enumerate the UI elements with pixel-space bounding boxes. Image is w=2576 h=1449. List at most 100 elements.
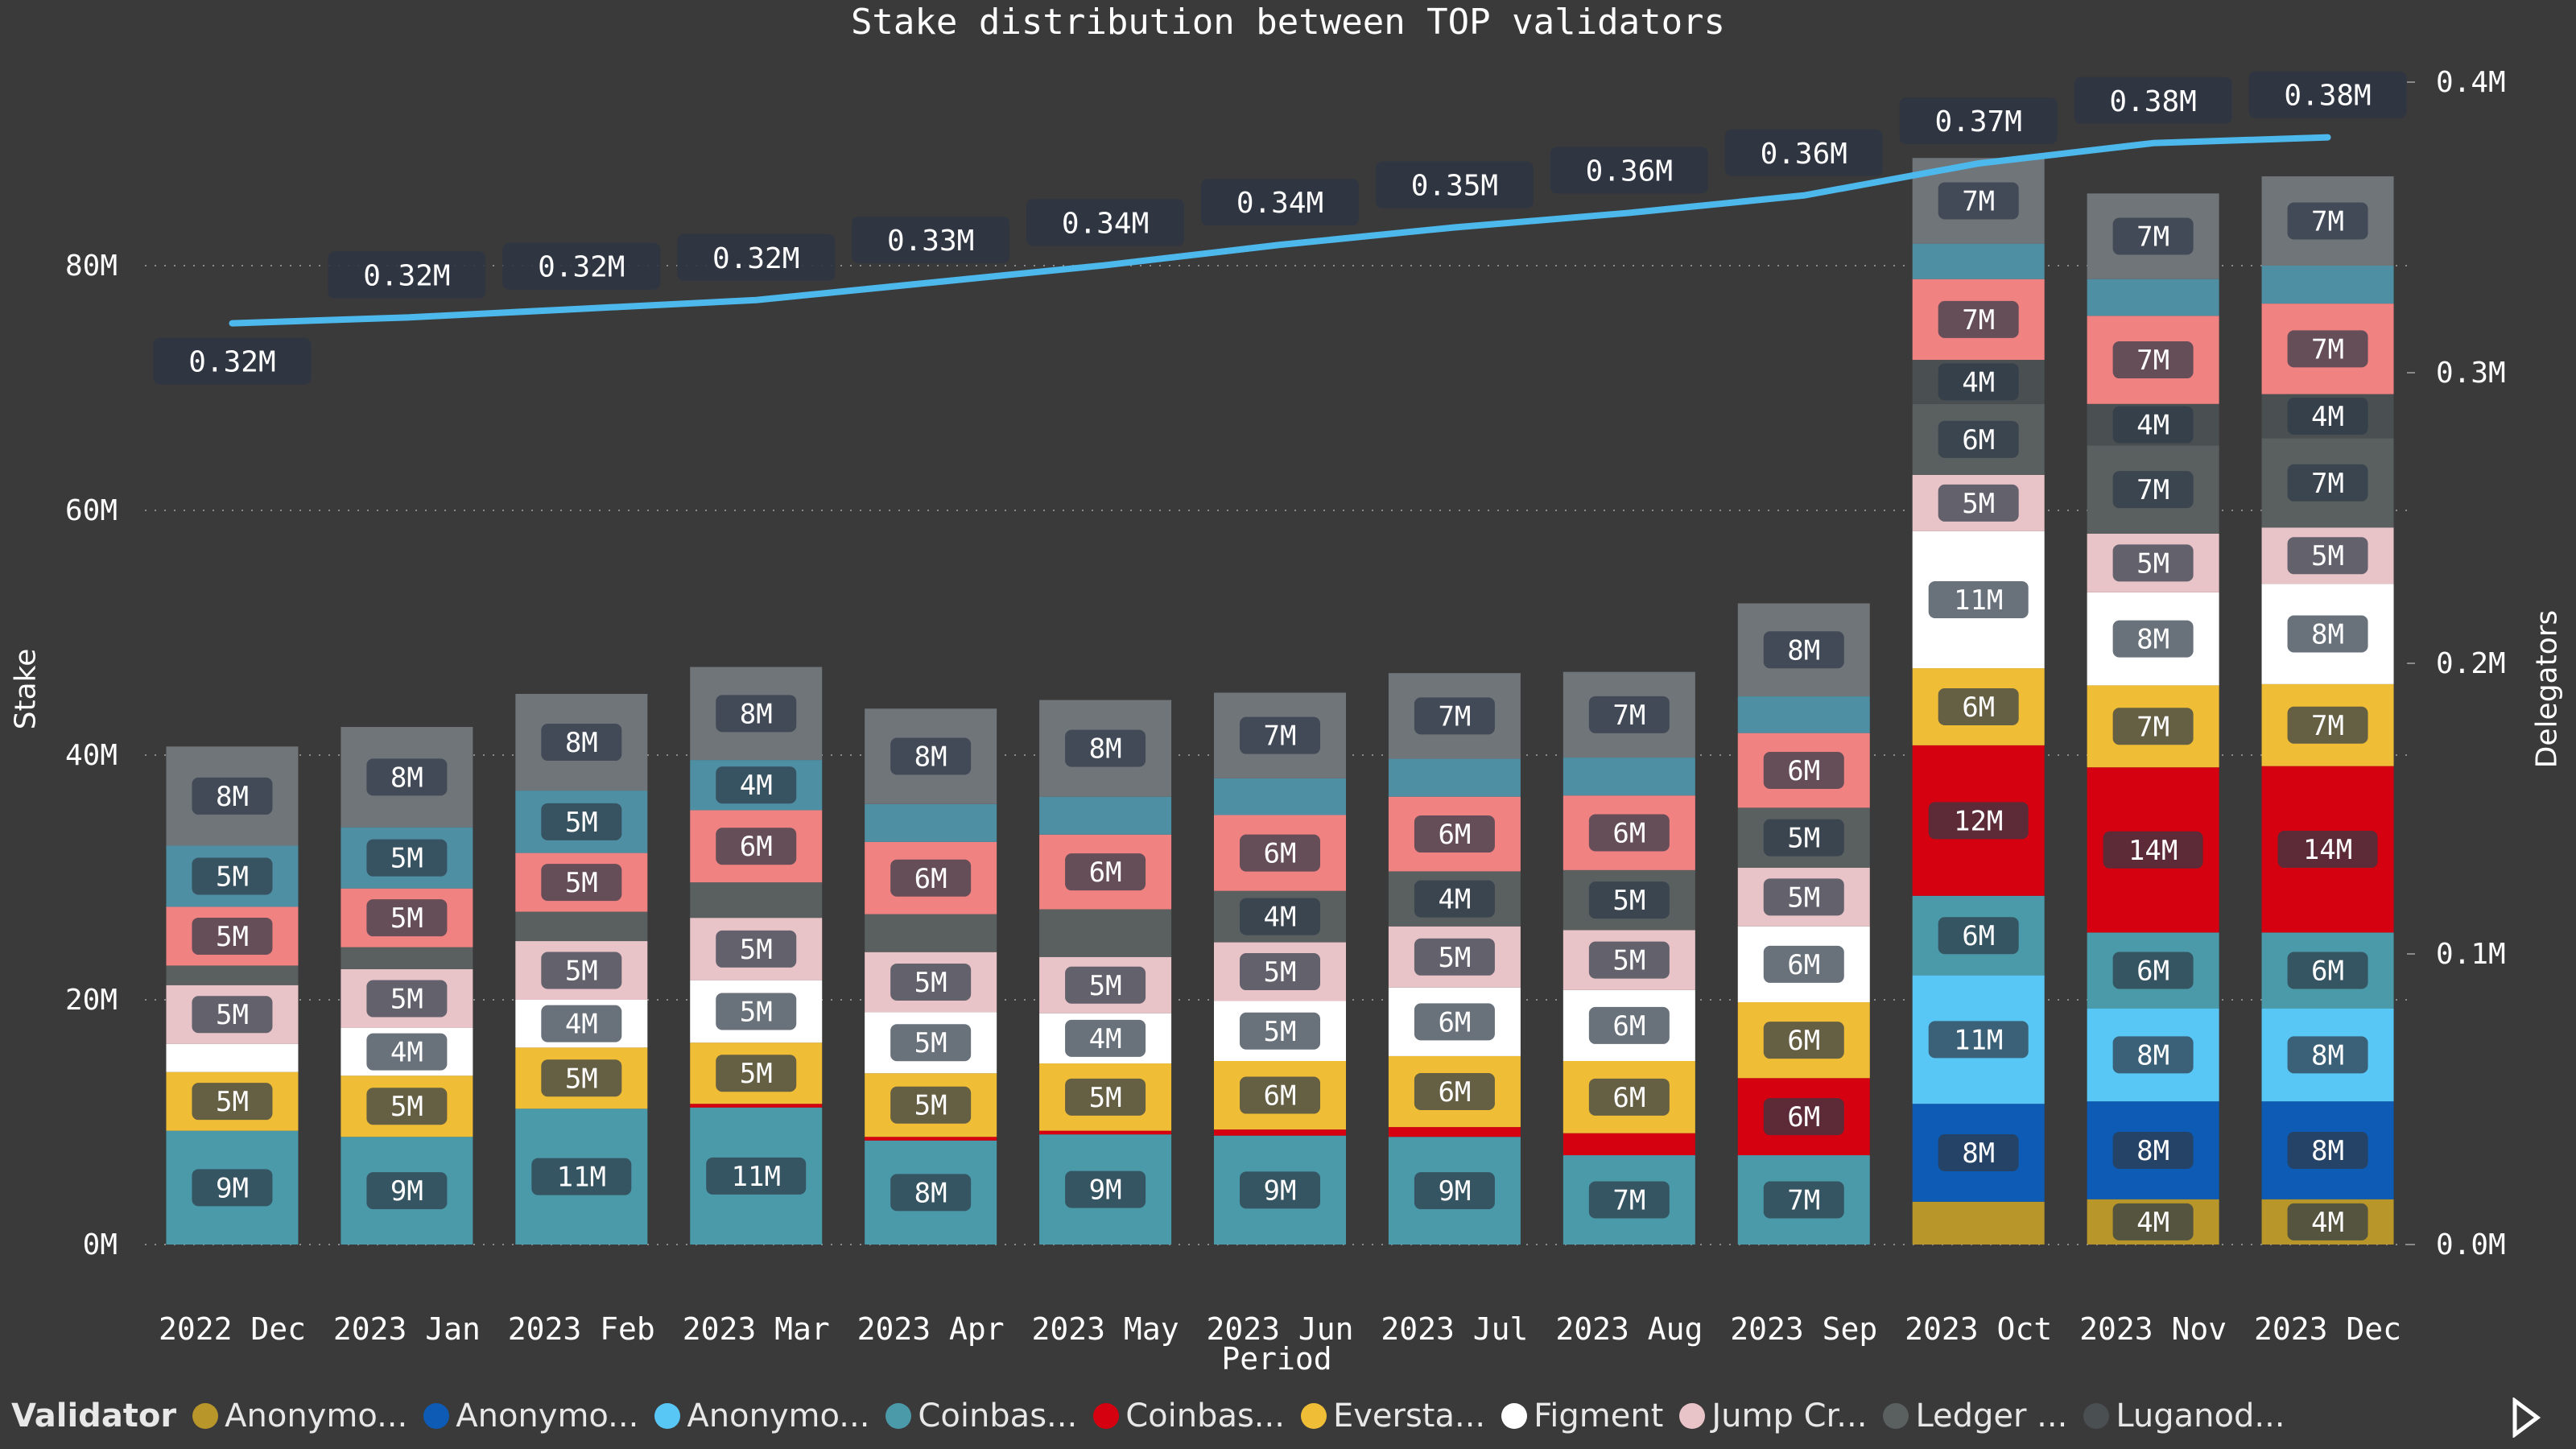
bar-segment-coinbase2[interactable] [1039, 1130, 1172, 1135]
bar-segment-coinbase2[interactable] [1563, 1133, 1695, 1156]
bar-segment-teal[interactable] [2087, 279, 2219, 316]
data-label: 9M [216, 1172, 249, 1204]
bar-segment-coinbase2[interactable] [1388, 1127, 1521, 1137]
legend-item[interactable]: Anonymo... [192, 1397, 407, 1435]
bar-segment-teal[interactable] [1214, 778, 1346, 815]
legend-label: Luganod... [2116, 1397, 2285, 1435]
data-label: 8M [565, 727, 598, 759]
data-label: 5M [1438, 942, 1471, 974]
delegators-label: 0.36M [1761, 138, 1847, 171]
data-label: 7M [1612, 1185, 1645, 1217]
data-label: 6M [1264, 838, 1297, 870]
data-label: 6M [2311, 956, 2344, 988]
y2-tick-label: 0.4M [2436, 66, 2506, 99]
legend-next-arrow-icon[interactable] [2510, 1397, 2542, 1438]
data-label-bg [1938, 420, 2019, 458]
legend-item[interactable]: Anonymo... [423, 1397, 638, 1435]
delegators-label: 0.36M [1586, 155, 1673, 188]
bar-segment-teal[interactable] [1388, 758, 1521, 797]
data-label: 5M [216, 921, 249, 953]
bar-segment-ledger[interactable] [515, 911, 648, 942]
legend-item[interactable]: Figment [1501, 1397, 1663, 1435]
data-label: 6M [914, 863, 947, 895]
delegators-label: 0.37M [1935, 105, 2022, 138]
data-label: 8M [914, 1177, 947, 1209]
x-tick-label: 2023 Sep [1730, 1311, 1877, 1347]
data-label-bg [2103, 831, 2203, 869]
data-label: 7M [2136, 474, 2169, 506]
legend-item[interactable]: Coinbas... [886, 1397, 1077, 1435]
legend-item[interactable]: Eversta... [1300, 1397, 1485, 1435]
x-tick-label: 2023 Jun [1206, 1311, 1353, 1347]
legend-swatch [886, 1403, 912, 1429]
data-label-bg [1240, 1076, 1320, 1114]
data-label-bg [2287, 464, 2368, 502]
data-label-bg [366, 839, 448, 877]
bar-segment-teal[interactable] [1912, 243, 2045, 279]
legend-swatch [1501, 1403, 1528, 1429]
data-label: 5M [1962, 488, 1995, 520]
legend-item[interactable]: Coinbas... [1093, 1397, 1285, 1435]
data-label-bg [1240, 1171, 1320, 1209]
bar-segment-ledger[interactable] [865, 914, 997, 952]
data-label-bg [2112, 708, 2194, 745]
legend-item[interactable]: Luganod... [2083, 1397, 2285, 1435]
data-label-bg [366, 1033, 448, 1071]
delegators-line[interactable] [229, 134, 2331, 327]
y-tick-label: 60M [65, 494, 118, 527]
data-label-bg [1240, 898, 1320, 935]
data-label: 5M [740, 1058, 773, 1090]
data-label: 6M [1787, 1101, 1820, 1133]
data-label-bg [541, 952, 622, 989]
data-label: 8M [390, 762, 423, 794]
y-axis-label: Stake [9, 648, 43, 730]
data-label: 6M [1438, 1006, 1471, 1038]
data-label-bg [2112, 471, 2194, 509]
bar-segment-teal[interactable] [1039, 796, 1172, 835]
delegators-point [2152, 142, 2154, 144]
bar-segment-ledger[interactable] [166, 965, 299, 985]
delegators-label-bg [2248, 71, 2407, 118]
data-label-bg [1763, 1022, 1844, 1059]
bar-segment-anon1[interactable] [1912, 1201, 2045, 1245]
data-label-bg [2112, 544, 2194, 582]
data-label-bg [366, 980, 448, 1018]
bar-segment-coinbase2[interactable] [690, 1104, 823, 1108]
bar-segment-ledger[interactable] [690, 882, 823, 919]
legend-item[interactable]: Ledger ... [1883, 1397, 2067, 1435]
bar-segment-coinbase2[interactable] [1214, 1129, 1346, 1136]
stacked-bars[interactable] [166, 158, 2394, 1245]
legend-swatch [1093, 1403, 1120, 1429]
delegators-label: 0.38M [2284, 80, 2371, 113]
bar-segment-coinbase2[interactable] [865, 1137, 997, 1141]
legend-item[interactable]: Anonymo... [654, 1397, 869, 1435]
data-label-bg [1240, 716, 1320, 754]
data-label: 4M [1264, 902, 1297, 934]
bar-segment-figment[interactable] [166, 1043, 299, 1072]
data-label-bg [1065, 1019, 1146, 1057]
y-tick-label: 0M [83, 1228, 118, 1261]
data-label-bg [1938, 182, 2019, 220]
delegators-label-bg [1550, 147, 1708, 194]
data-label-bg [1414, 1172, 1495, 1210]
bar-segment-ledger[interactable] [1039, 909, 1172, 957]
data-label-bg [716, 930, 797, 968]
bar-segment-ledger[interactable] [341, 947, 473, 969]
delegators-label-bg [502, 242, 661, 290]
bar-segment-teal[interactable] [1563, 758, 1695, 796]
legend-item[interactable]: Jump Cr... [1679, 1397, 1867, 1435]
bar-segment-teal[interactable] [1737, 696, 1870, 733]
bar-segment-teal[interactable] [865, 803, 997, 842]
data-label-bg [541, 1005, 622, 1042]
data-label-bg [531, 1158, 632, 1195]
x-tick-label: 2023 Jan [333, 1311, 481, 1347]
data-label: 11M [1954, 1024, 2003, 1056]
data-label: 5M [1089, 1082, 1122, 1114]
data-label-bg [2112, 406, 2194, 444]
data-label: 8M [1787, 634, 1820, 667]
data-label-bg [2112, 620, 2194, 658]
bar-segment-teal[interactable] [2261, 266, 2394, 304]
data-label-bg [2112, 217, 2194, 255]
data-label: 5M [1089, 970, 1122, 1002]
data-label: 5M [1612, 945, 1645, 977]
